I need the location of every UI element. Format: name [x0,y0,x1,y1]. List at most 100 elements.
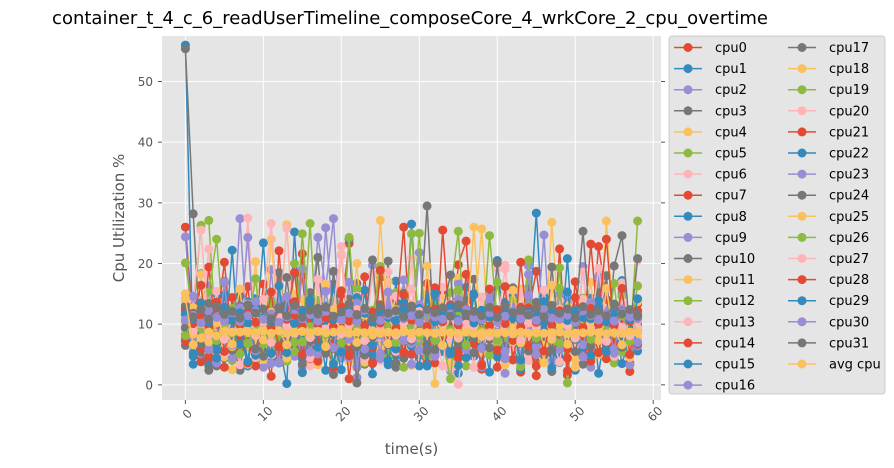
legend-item: cpu15 [674,358,755,373]
data-point [407,349,416,359]
data-point [578,226,588,236]
x-tick-label: 0 [180,406,195,421]
data-point [570,354,580,364]
data-point [188,209,198,219]
x-axis: 0 10 20 30 40 50 60 [180,400,666,424]
data-point [352,317,362,327]
data-point [266,314,276,324]
data-point [508,329,518,339]
data-point [446,302,455,312]
data-point [282,273,292,282]
data-point [500,368,510,378]
data-point [601,311,611,321]
legend-label: avg cpu [829,358,881,373]
data-point [383,339,393,349]
legend-label: cpu2 [715,83,747,98]
data-point [297,326,307,336]
data-point [360,344,370,354]
data-point [352,259,362,268]
data-point [625,312,635,322]
data-point [438,282,448,292]
data-point [375,348,385,358]
data-point [344,351,354,361]
data-point [438,314,448,324]
data-point [344,299,354,309]
legend-item: cpu9 [674,231,747,246]
data-point [329,327,338,337]
legend-marker [797,232,807,242]
data-point [391,328,401,338]
legend-label: cpu22 [829,147,869,162]
data-point [539,285,549,295]
data-point [594,368,604,378]
data-point [562,304,572,314]
legend-item: cpu10 [674,252,755,267]
data-point [219,327,229,337]
data-point [516,314,526,324]
legend-item: cpu3 [674,104,747,119]
data-point [188,312,198,322]
data-point [204,351,214,361]
legend-item: cpu17 [788,41,869,56]
data-point [274,246,284,256]
data-point [586,341,596,351]
data-point [453,226,463,236]
data-point [469,274,479,284]
data-point [570,313,580,323]
legend-marker [683,148,693,158]
data-point [243,213,253,223]
legend-item: cpu22 [788,147,869,162]
data-point [329,370,338,379]
data-point [352,327,362,337]
data-point [235,214,245,224]
data-point [485,350,494,360]
data-point [290,337,299,347]
data-point [235,313,245,323]
data-point [251,361,261,371]
data-point [492,328,502,338]
data-point [594,263,604,273]
data-point [594,328,604,338]
data-point [609,358,619,368]
data-point [555,283,565,293]
data-point [336,347,346,357]
legend-item: cpu12 [674,294,755,309]
data-point [344,232,354,242]
data-point [180,232,190,242]
data-point [524,318,533,328]
data-point [461,353,471,362]
data-point [633,216,643,226]
legend: cpu0 cpu1 cpu2 cpu3 cpu4 cpu5 cpu6 cpu7 cpu8 cpu9… [668,35,886,395]
data-point [524,269,533,279]
data-point [212,353,222,363]
data-point [274,357,284,367]
data-point [368,313,377,323]
data-point [282,291,292,301]
data-point [594,242,604,251]
data-point [422,261,432,271]
data-point [219,290,229,300]
data-point [453,360,463,370]
data-point [586,334,596,344]
y-tick-label: 10 [138,318,153,332]
data-point [290,300,299,310]
data-point [461,236,471,246]
legend-label: cpu3 [715,104,747,119]
data-point [219,334,229,344]
legend-item: cpu11 [674,273,755,288]
data-point [321,279,331,289]
data-point [282,340,292,350]
data-point [227,316,237,325]
data-point [352,298,362,308]
data-point [516,335,526,345]
data-point [414,228,424,238]
data-point [297,313,307,322]
data-point [539,312,549,322]
data-point [524,341,533,351]
data-point [524,291,533,301]
data-point [609,279,619,288]
legend-marker [797,127,807,137]
data-point [266,371,276,381]
data-point [297,337,307,347]
data-point [219,362,229,372]
